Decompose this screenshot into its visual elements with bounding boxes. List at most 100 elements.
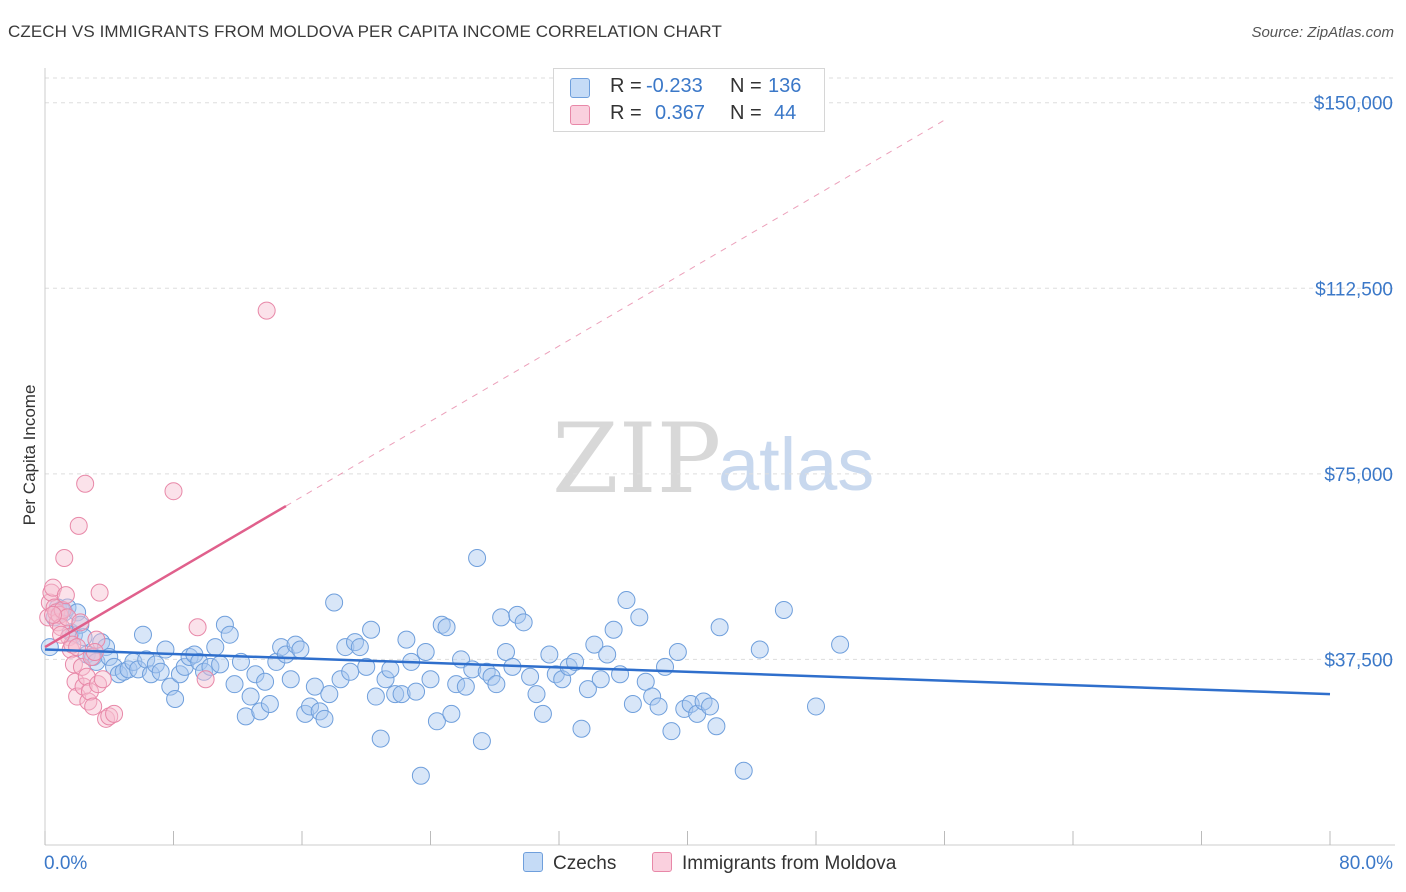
n-label: N = xyxy=(730,75,762,97)
y-tick-label: $150,000 xyxy=(1314,94,1393,115)
czech-point xyxy=(386,685,405,704)
czech-point xyxy=(291,640,310,659)
czech-point xyxy=(109,665,128,684)
czech-point xyxy=(362,620,381,639)
czech-point xyxy=(336,638,355,657)
moldova-legend-icon xyxy=(652,852,672,872)
r-value: -0.233 xyxy=(646,75,703,97)
correlation-legend: R = -0.233 N = 136 R = 0.367 N = 44 xyxy=(553,68,825,132)
moldova-point xyxy=(56,586,75,605)
moldova-point xyxy=(100,707,119,726)
czech-point xyxy=(643,687,662,706)
czech-point xyxy=(668,643,687,662)
czech-point xyxy=(281,670,300,689)
czech-point xyxy=(707,717,726,736)
axis-layer: $37,500 $75,000 $112,500 $150,000 0.0% 80.0% xyxy=(44,68,1395,874)
czech-point xyxy=(656,657,675,676)
czech-point xyxy=(366,687,385,706)
czech-point xyxy=(305,677,324,696)
moldova-point xyxy=(257,301,276,320)
czech-point xyxy=(350,638,369,657)
points-layer xyxy=(39,301,850,785)
y-tick-label: $37,500 xyxy=(1324,650,1393,671)
moldova-point xyxy=(90,583,109,602)
y-tick-label: $75,000 xyxy=(1324,465,1393,486)
czech-point xyxy=(114,662,133,681)
czech-point xyxy=(540,645,559,664)
czech-point xyxy=(527,685,546,704)
moldova-point xyxy=(72,657,91,676)
czech-point xyxy=(151,662,170,681)
r-label: R = xyxy=(610,75,642,97)
czech-point xyxy=(341,662,360,681)
moldova-trend-extension xyxy=(285,119,945,507)
czech-point xyxy=(700,697,719,716)
czech-point xyxy=(251,702,270,721)
czech-point xyxy=(617,591,636,610)
czechs-legend-label: Czechs xyxy=(553,853,617,874)
czech-point xyxy=(750,640,769,659)
czech-point xyxy=(662,722,681,741)
chart-title: CZECH VS IMMIGRANTS FROM MOLDOVA PER CAP… xyxy=(8,22,722,41)
czech-point xyxy=(831,635,850,654)
czech-point xyxy=(381,660,400,679)
moldova-point xyxy=(105,704,124,723)
czech-point xyxy=(346,633,365,652)
czech-point xyxy=(246,665,265,684)
y-tick-label: $112,500 xyxy=(1315,279,1393,300)
czechs-swatch-icon xyxy=(570,78,590,98)
czech-point xyxy=(508,605,527,624)
czech-point xyxy=(437,618,456,637)
czech-point xyxy=(407,682,426,701)
moldova-point xyxy=(44,605,63,624)
y-axis-label: Per Capita Income xyxy=(20,385,39,526)
n-value: 44 xyxy=(774,102,797,124)
moldova-point xyxy=(188,618,207,637)
czech-point xyxy=(180,647,199,666)
czech-point xyxy=(416,643,435,662)
czech-point xyxy=(220,625,239,644)
czech-point xyxy=(636,672,655,691)
n-value: 136 xyxy=(768,75,802,97)
czech-point xyxy=(427,712,446,731)
r-label: R = xyxy=(610,102,642,124)
legend-row-moldova: R = 0.367 N = 44 xyxy=(554,102,824,128)
moldova-point xyxy=(68,638,87,657)
czech-point xyxy=(514,613,533,632)
czech-point xyxy=(315,709,334,728)
moldova-point xyxy=(69,516,88,535)
czechs-legend-icon xyxy=(523,852,543,872)
czech-point xyxy=(566,652,585,671)
czech-point xyxy=(533,704,552,723)
czech-point xyxy=(215,615,234,634)
x-tick-label-min: 0.0% xyxy=(44,853,87,874)
moldova-swatch-icon xyxy=(570,105,590,125)
czech-point xyxy=(623,694,642,713)
czech-point xyxy=(521,667,540,686)
czech-point xyxy=(572,719,591,738)
watermark-atlas: atlas xyxy=(718,423,874,506)
czech-point xyxy=(137,650,156,669)
moldova-point xyxy=(76,474,95,493)
czech-point xyxy=(496,643,515,662)
czech-point xyxy=(578,680,597,699)
czech-point xyxy=(371,729,390,748)
czech-point xyxy=(411,766,430,785)
czech-point xyxy=(236,707,255,726)
grid-layer xyxy=(45,77,1395,660)
moldova-point xyxy=(55,548,74,567)
czech-point xyxy=(807,697,825,716)
czech-point xyxy=(630,608,649,627)
czech-point xyxy=(175,657,194,676)
czech-point xyxy=(397,630,416,649)
czech-point xyxy=(456,677,475,696)
legend-row-czechs: R = -0.233 N = 136 xyxy=(554,75,824,101)
source-label: Source: ZipAtlas.com xyxy=(1251,24,1394,41)
czech-point xyxy=(241,687,260,706)
czech-point xyxy=(166,690,185,709)
czech-point xyxy=(256,672,275,691)
moldova-point xyxy=(84,697,103,716)
czech-point xyxy=(320,685,339,704)
czech-point xyxy=(472,732,491,751)
